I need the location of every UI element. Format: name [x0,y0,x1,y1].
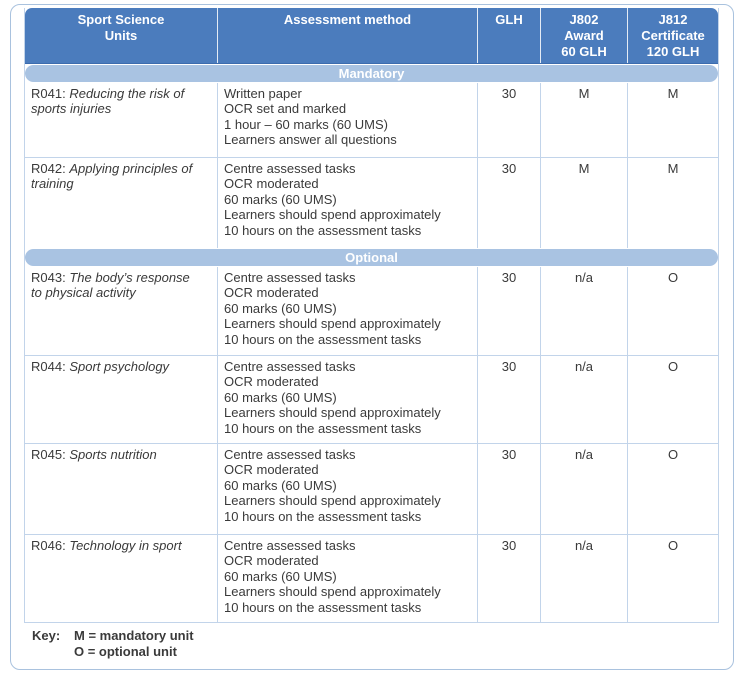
glh-cell: 30 [477,355,540,443]
table-row: R042: Applying principles of training Ce… [25,156,718,248]
j812-cell: M [627,157,718,248]
unit-code: R041: [31,85,66,101]
j812-cell: M [627,82,718,157]
unit-title: Sports nutrition [69,446,157,462]
j802-cell: M [540,82,627,157]
assessment-cell: Centre assessed tasks OCR moderated 60 m… [217,266,477,355]
section-band-optional: Optional [25,248,718,266]
unit-title: Applying principles of training [31,160,193,192]
unit-title: The body’s response to physical activity [31,269,190,301]
glh-cell: 30 [477,82,540,157]
key-definitions: M = mandatory unit O = optional unit [74,627,194,659]
unit-code: R043: [31,269,66,285]
unit-code: R046: [31,537,66,553]
table-row: R044: Sport psychology Centre assessed t… [25,354,718,443]
units-table: Sport Science Units Assessment method GL… [24,8,719,623]
header-glh: GLH [477,8,540,63]
j812-cell: O [627,266,718,355]
unit-cell: R041: Reducing the risk of sports injuri… [25,83,217,157]
j802-cell: n/a [540,355,627,443]
unit-cell: R044: Sport psychology [25,356,217,443]
table-row: R041: Reducing the risk of sports injuri… [25,82,718,157]
unit-cell: R046: Technology in sport [25,535,217,622]
table-key: Key: M = mandatory unit O = optional uni… [24,623,723,663]
unit-title: Reducing the risk of sports injuries [31,85,185,117]
unit-cell: R043: The body’s response to physical ac… [25,267,217,355]
glh-cell: 30 [477,443,540,534]
table-row: R045: Sports nutrition Centre assessed t… [25,442,718,534]
header-sport-science-units: Sport Science Units [77,12,165,43]
header-j802-award: J802 Award 60 GLH [540,8,627,63]
j802-cell: n/a [540,534,627,622]
header-j812-certificate: J812 Certificate 120 GLH [627,8,718,63]
j802-cell: n/a [540,266,627,355]
j802-cell: n/a [540,443,627,534]
table-header-row: Sport Science Units Assessment method GL… [25,8,718,64]
j812-cell: O [627,534,718,622]
j802-cell: M [540,157,627,248]
glh-cell: 30 [477,157,540,248]
specification-table-panel: Sport Science Units Assessment method GL… [10,4,734,671]
table-row: R046: Technology in sport Centre assesse… [25,533,718,622]
unit-title: Sport psychology [69,358,170,374]
unit-code: R042: [31,160,66,176]
table-row: R043: The body’s response to physical ac… [25,266,718,355]
key-label: Key: [32,627,61,643]
j812-cell: O [627,443,718,534]
unit-code: R045: [31,446,66,462]
glh-cell: 30 [477,534,540,622]
header-assessment-method: Assessment method [217,8,477,63]
assessment-cell: Written paper OCR set and marked 1 hour … [217,82,477,157]
glh-cell: 30 [477,266,540,355]
assessment-cell: Centre assessed tasks OCR moderated 60 m… [217,443,477,534]
unit-cell: R042: Applying principles of training [25,158,217,248]
assessment-cell: Centre assessed tasks OCR moderated 60 m… [217,534,477,622]
unit-cell: R045: Sports nutrition [25,444,217,534]
assessment-cell: Centre assessed tasks OCR moderated 60 m… [217,157,477,248]
unit-title: Technology in sport [69,537,182,553]
j812-cell: O [627,355,718,443]
section-band-mandatory: Mandatory [25,64,718,82]
unit-code: R044: [31,358,66,374]
assessment-cell: Centre assessed tasks OCR moderated 60 m… [217,355,477,443]
